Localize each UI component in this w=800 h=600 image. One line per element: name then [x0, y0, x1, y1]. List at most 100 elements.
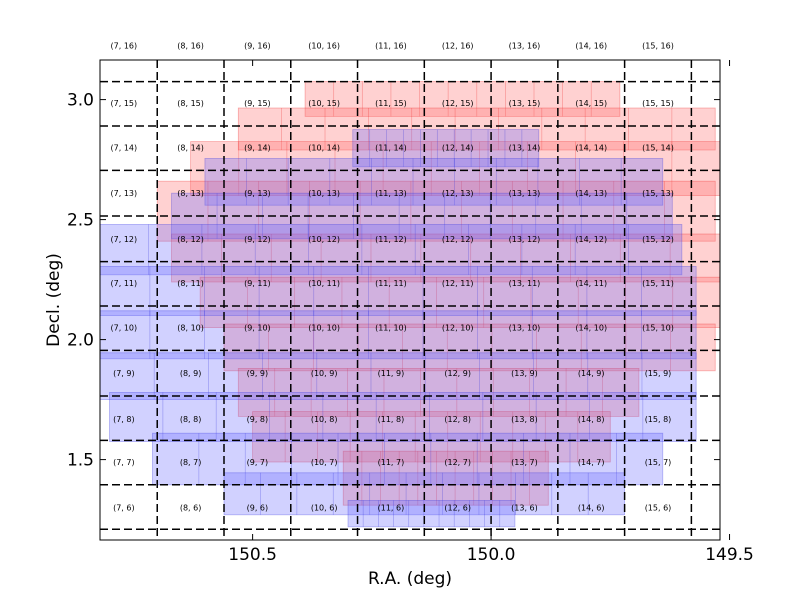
- cell-label: (7, 6): [113, 504, 135, 513]
- cell-label: (9, 11): [244, 279, 271, 288]
- cell-label: (13, 15): [509, 99, 541, 108]
- footprint-0-7: [237, 367, 640, 417]
- cell-label: (9, 15): [244, 99, 271, 108]
- footprint-1-0: [352, 129, 540, 168]
- y-tick-label: 1.5: [67, 451, 94, 471]
- cell-label: (10, 10): [308, 324, 340, 333]
- cell-label: (7, 10): [111, 324, 138, 333]
- cell-label: (10, 11): [308, 279, 340, 288]
- footprint-0-6: [223, 323, 716, 372]
- cell-label: (13, 7): [511, 458, 538, 467]
- footprint-0-9: [342, 450, 549, 506]
- cell-label: (14, 9): [578, 369, 605, 378]
- cell-label: (15, 8): [645, 415, 672, 424]
- cell-label: (8, 9): [180, 369, 202, 378]
- y-axis-label: Decl. (deg): [44, 253, 64, 347]
- cell-label: (11, 14): [375, 144, 407, 153]
- cell-label: (8, 10): [177, 324, 204, 333]
- cell-label: (14, 8): [578, 415, 605, 424]
- cell-label: (8, 13): [177, 189, 204, 198]
- cell-label: (11, 12): [375, 235, 407, 244]
- cell-label: (10, 6): [311, 504, 338, 513]
- cell-label: (14, 6): [578, 504, 605, 513]
- footprint-1-3: [100, 223, 683, 276]
- cell-label: (13, 16): [509, 42, 541, 51]
- cell-label: (7, 13): [111, 189, 138, 198]
- cell-label: (7, 9): [113, 369, 135, 378]
- cell-label: (15, 9): [645, 369, 672, 378]
- cell-label: (9, 12): [244, 235, 271, 244]
- axis-ticks: 150.5 150.0 149.5 1.5 2.0 2.5 3.0: [67, 60, 754, 565]
- cell-label: (14, 16): [575, 42, 607, 51]
- cell-label: (8, 15): [177, 99, 204, 108]
- cell-label: (12, 11): [442, 279, 474, 288]
- cell-label: (7, 15): [111, 99, 138, 108]
- x-axis-label: R.A. (deg): [368, 569, 452, 589]
- cell-label: (14, 11): [575, 279, 607, 288]
- cell-label: (10, 13): [308, 189, 340, 198]
- cell-label: (11, 16): [375, 42, 407, 51]
- cell-label: (12, 8): [444, 415, 471, 424]
- cell-label: (11, 11): [375, 279, 407, 288]
- footprint-0-8: [252, 411, 611, 463]
- footprint-1-8: [152, 432, 664, 486]
- cell-label: (9, 14): [244, 144, 271, 153]
- cell-label: (13, 12): [509, 235, 541, 244]
- cell-label: (8, 8): [180, 415, 202, 424]
- cell-label: (11, 8): [378, 415, 405, 424]
- cell-label: (9, 6): [247, 504, 269, 513]
- footprint-1-1: [204, 157, 664, 206]
- cell-label: (8, 6): [180, 504, 202, 513]
- cell-label: (12, 13): [442, 189, 474, 198]
- cell-label: (15, 15): [642, 99, 674, 108]
- cell-label: (15, 7): [645, 458, 672, 467]
- cell-label: (11, 15): [375, 99, 407, 108]
- cell-label: (12, 10): [442, 324, 474, 333]
- cell-label: (15, 11): [642, 279, 674, 288]
- cell-label: (9, 16): [244, 42, 271, 51]
- footprint-1-6: [100, 352, 697, 400]
- cell-label: (15, 10): [642, 324, 674, 333]
- cell-label: (9, 9): [247, 369, 269, 378]
- cell-label: (13, 8): [511, 415, 538, 424]
- cell-label: (8, 16): [177, 42, 204, 51]
- cell-label: (8, 11): [177, 279, 204, 288]
- footprint-1-10: [347, 499, 516, 528]
- cell-label: (11, 7): [378, 458, 405, 467]
- cell-label: (7, 7): [113, 458, 135, 467]
- x-tick-label: 150.0: [467, 545, 516, 565]
- cell-label: (14, 12): [575, 235, 607, 244]
- cell-label: (13, 11): [509, 279, 541, 288]
- cell-label: (14, 14): [575, 144, 607, 153]
- x-tick-label: 150.5: [228, 545, 277, 565]
- footprint-0-2: [190, 141, 720, 197]
- cell-label: (10, 8): [311, 415, 338, 424]
- cell-label: (10, 9): [311, 369, 338, 378]
- cell-label: (15, 14): [642, 144, 674, 153]
- cell-label: (14, 15): [575, 99, 607, 108]
- x-tick-label: 149.5: [705, 545, 754, 565]
- cell-label: (12, 14): [442, 144, 474, 153]
- footprint-0-1: [237, 107, 716, 151]
- cell-label: (15, 12): [642, 235, 674, 244]
- cell-label: (8, 7): [180, 458, 202, 467]
- cell-label: (8, 12): [177, 235, 204, 244]
- plot-frame: [99, 59, 721, 541]
- cell-label: (13, 10): [509, 324, 541, 333]
- cell-label: (14, 10): [575, 324, 607, 333]
- cell-label: (13, 13): [509, 189, 541, 198]
- cell-label: (10, 14): [308, 144, 340, 153]
- cell-label: (11, 6): [378, 504, 405, 513]
- footprint-1-7: [109, 391, 697, 442]
- cell-label: (14, 7): [578, 458, 605, 467]
- footprint-0-5: [199, 276, 720, 329]
- y-tick-label: 2.0: [67, 331, 94, 351]
- cell-label: (15, 6): [645, 504, 672, 513]
- cell-label: (15, 16): [642, 42, 674, 51]
- cell-label: (11, 9): [378, 369, 405, 378]
- cell-label: (8, 14): [177, 144, 204, 153]
- cell-label: (9, 7): [247, 458, 269, 467]
- cell-label: (9, 10): [244, 324, 271, 333]
